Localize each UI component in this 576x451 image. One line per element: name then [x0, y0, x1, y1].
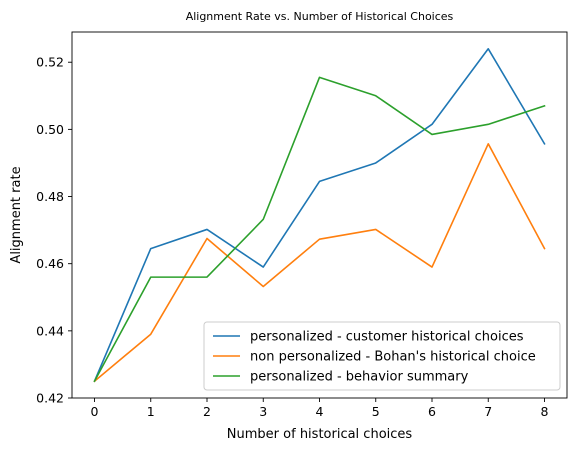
x-tick-label: 2 [203, 404, 211, 419]
y-tick-label: 0.46 [36, 256, 64, 271]
y-axis-label: Alignment rate [9, 166, 24, 263]
x-axis: 0 1 2 3 4 5 6 7 8 [91, 398, 549, 419]
x-tick-label: 0 [91, 404, 99, 419]
x-tick-label: 1 [147, 404, 155, 419]
y-axis: 0.42 0.44 0.46 0.48 0.50 0.52 [36, 55, 72, 406]
legend-label: non personalized - Bohan's historical ch… [250, 350, 536, 365]
x-tick-label: 6 [428, 404, 436, 419]
x-tick-label: 7 [484, 404, 492, 419]
series-line-2 [93, 143, 546, 383]
legend-label: personalized - behavior summary [250, 370, 469, 385]
x-tick-label: 3 [259, 404, 267, 419]
y-tick-label: 0.52 [36, 55, 64, 70]
y-tick-label: 0.42 [36, 391, 64, 406]
legend-label: personalized - customer historical choic… [250, 330, 524, 345]
x-tick-label: 5 [372, 404, 380, 419]
y-tick-label: 0.44 [36, 323, 64, 338]
x-axis-label: Number of historical choices [227, 427, 413, 442]
y-tick-label: 0.50 [36, 122, 64, 137]
y-tick-label: 0.48 [36, 189, 64, 204]
chart-title: Alignment Rate vs. Number of Historical … [186, 10, 454, 23]
legend: personalized - customer historical choic… [203, 321, 561, 391]
series-line-1 [93, 47, 546, 383]
series-line-3 [93, 76, 546, 383]
x-tick-label: 4 [316, 404, 324, 419]
x-tick-label: 8 [541, 404, 549, 419]
legend-box [203, 321, 561, 391]
series-lines [93, 47, 546, 383]
